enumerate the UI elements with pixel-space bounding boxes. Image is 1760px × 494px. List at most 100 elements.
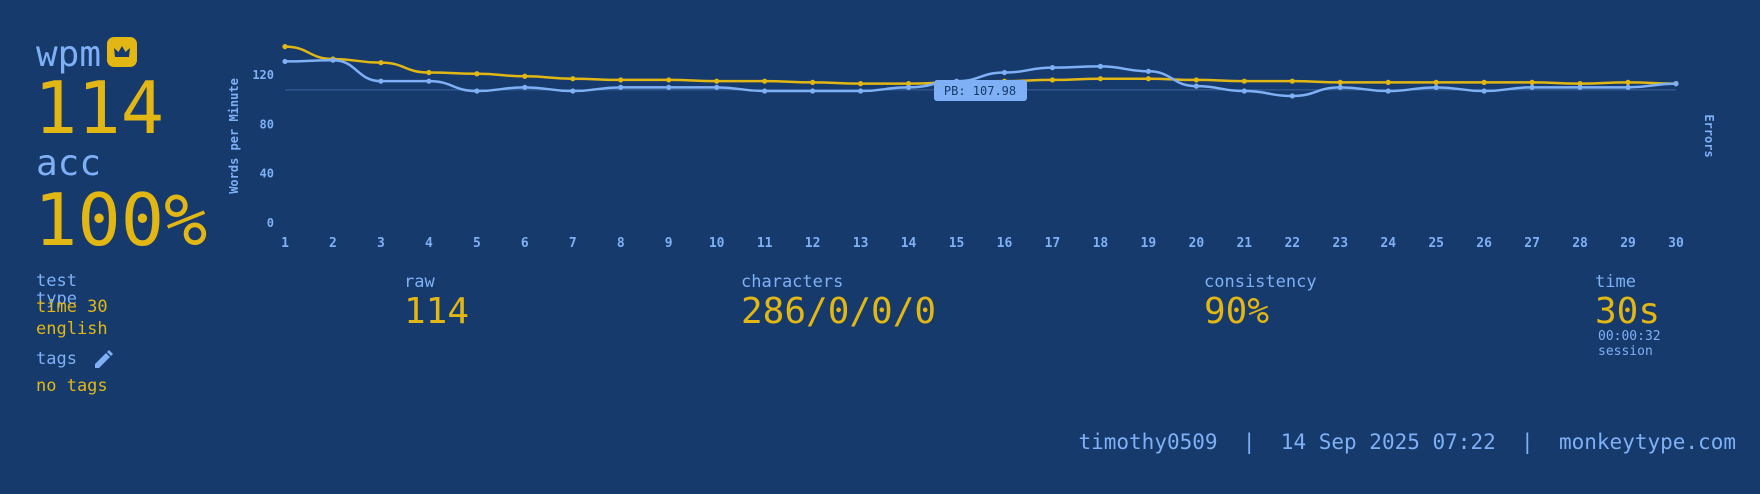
data-point-wpm[interactable] [1625,84,1631,90]
characters-label: characters [741,272,844,292]
x-tick-label: 9 [665,236,673,251]
data-point-raw[interactable] [618,77,624,83]
y-tick-label: 120 [252,68,274,82]
data-point-wpm[interactable] [426,78,432,84]
data-point-wpm[interactable] [1097,63,1104,69]
data-point-raw[interactable] [1625,79,1631,85]
x-tick-label: 18 [1093,236,1109,251]
footer: timothy0509 | 14 Sep 2025 07:22 | monkey… [1078,430,1736,454]
data-point-wpm[interactable] [1673,81,1679,87]
x-tick-label: 26 [1476,236,1492,251]
data-point-raw[interactable] [474,71,480,77]
x-tick-label: 29 [1620,236,1636,251]
session-label: session [1598,344,1653,359]
data-point-raw[interactable] [1529,79,1535,85]
data-point-raw[interactable] [810,79,816,85]
x-tick-label: 17 [1045,236,1061,251]
x-tick-label: 10 [709,236,725,251]
data-point-wpm[interactable] [810,88,816,94]
data-point-raw[interactable] [1577,81,1583,87]
x-tick-label: 7 [569,236,577,251]
raw-label: raw [404,272,435,292]
x-tick-label: 13 [853,236,869,251]
tags-value: no tags [36,376,108,396]
data-point-wpm[interactable] [1577,84,1583,90]
data-point-wpm[interactable] [522,84,528,90]
data-point-raw[interactable] [522,73,528,79]
data-point-wpm[interactable] [1145,68,1151,74]
data-point-wpm[interactable] [1481,88,1487,94]
data-point-wpm[interactable] [1433,84,1439,90]
x-tick-label: 5 [473,236,481,251]
data-point-raw[interactable] [905,81,912,87]
data-point-raw[interactable] [282,44,288,50]
data-point-raw[interactable] [378,60,384,66]
data-point-wpm[interactable] [1049,65,1056,71]
data-point-raw[interactable] [426,69,432,76]
data-point-wpm[interactable] [762,88,768,94]
data-point-wpm[interactable] [618,84,624,90]
data-point-raw[interactable] [570,76,576,82]
data-point-raw[interactable] [1145,76,1151,82]
data-point-wpm[interactable] [905,84,912,90]
footer-separator: | [1242,430,1256,454]
data-point-raw[interactable] [1385,79,1391,85]
data-point-wpm[interactable] [1001,69,1008,76]
characters-value: 286/0/0/0 [741,291,937,332]
footer-username[interactable]: timothy0509 [1078,430,1218,454]
wpm-value: 114 [34,66,165,150]
x-tick-label: 2 [329,236,337,251]
x-tick-label: 19 [1141,236,1157,251]
x-tick-label: 20 [1189,236,1205,251]
footer-date: 14 Sep 2025 07:22 [1280,430,1496,454]
data-point-raw[interactable] [762,78,768,84]
data-point-raw[interactable] [1337,79,1343,85]
data-point-raw[interactable] [857,81,864,87]
data-point-wpm[interactable] [570,88,576,94]
pencil-icon[interactable] [92,349,114,371]
x-tick-label: 12 [805,236,821,251]
data-point-wpm[interactable] [330,57,336,63]
pb-annotation: PB: 107.98 [934,80,1027,101]
data-point-raw[interactable] [666,77,672,83]
test-type-mode: time 30 [36,297,108,317]
x-tick-label: 1 [281,236,289,251]
x-tick-label: 22 [1284,236,1300,251]
data-point-wpm[interactable] [1337,84,1343,90]
data-point-wpm[interactable] [714,84,720,90]
data-point-wpm[interactable] [282,58,288,65]
data-point-wpm[interactable] [1385,88,1391,94]
time-value: 30s [1595,291,1661,332]
data-point-raw[interactable] [1097,76,1104,82]
data-point-raw[interactable] [1289,78,1295,84]
data-point-wpm[interactable] [1193,83,1199,89]
test-type-label: test type [36,271,77,309]
data-point-wpm[interactable] [666,84,672,90]
data-point-raw[interactable] [1481,79,1487,85]
data-point-wpm[interactable] [1289,93,1295,99]
pb-annotation-box [934,80,1027,101]
data-point-wpm[interactable] [1529,84,1535,90]
series-line-wpm [284,58,1677,98]
test-type-language: english [36,319,108,339]
footer-site[interactable]: monkeytype.com [1558,430,1736,454]
x-tick-label: 30 [1668,236,1684,251]
data-point-raw[interactable] [1433,79,1439,85]
data-point-raw[interactable] [714,78,720,84]
data-point-wpm[interactable] [474,88,480,94]
consistency-label: consistency [1204,272,1317,292]
crown-icon[interactable] [107,37,137,67]
x-tick-label: 25 [1428,236,1444,251]
data-point-wpm[interactable] [378,78,384,84]
data-point-wpm[interactable] [1241,88,1247,94]
wpm-label: wpm [36,34,102,75]
data-point-wpm[interactable] [857,88,864,94]
data-point-raw[interactable] [1241,78,1247,84]
data-point-raw[interactable] [1193,77,1199,83]
x-tick-label: 16 [997,236,1013,251]
x-tick-label: 24 [1380,236,1396,251]
acc-value: 100% [34,178,208,262]
y-tick-label: 80 [260,117,274,131]
data-point-raw[interactable] [1049,77,1056,83]
